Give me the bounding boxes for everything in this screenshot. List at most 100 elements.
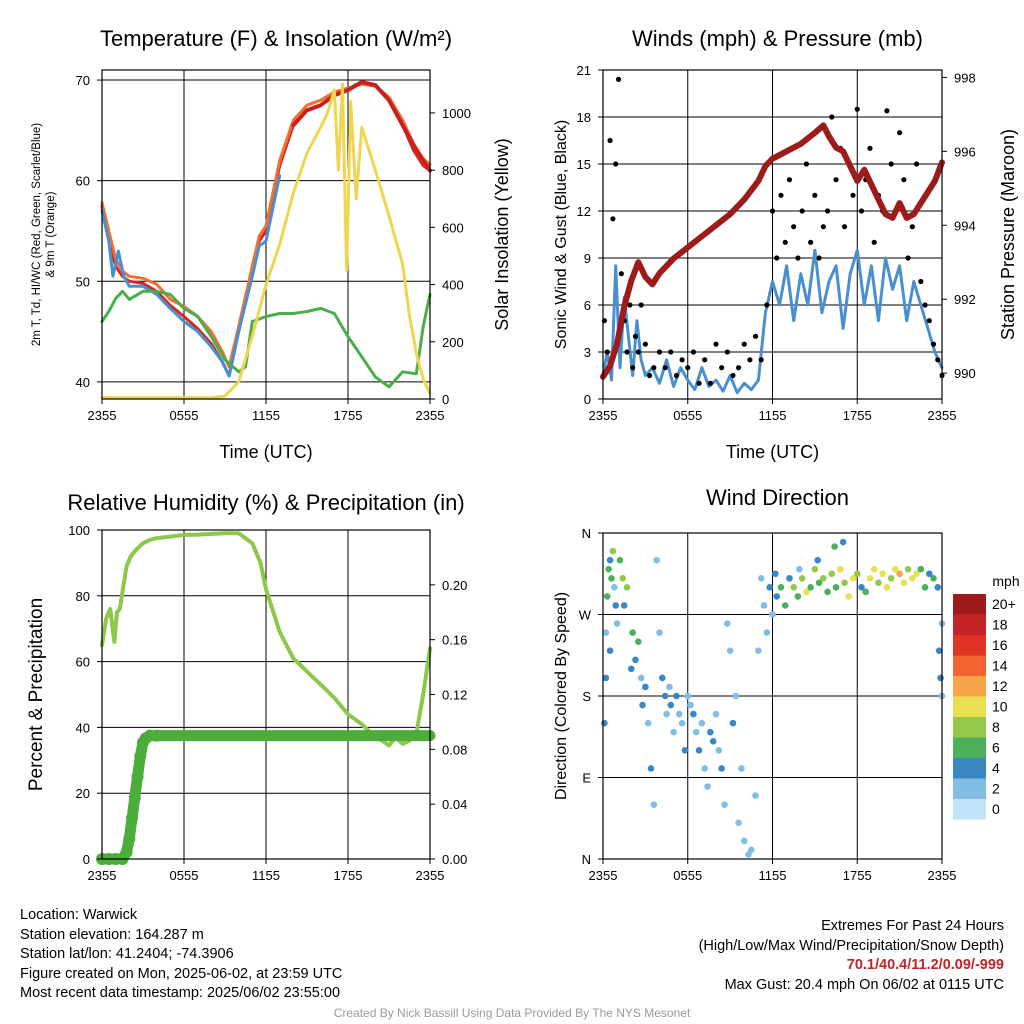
direction-point [824,588,831,596]
gust-point [803,161,810,167]
gust-point [782,239,788,245]
y-tick-label: 15 [577,157,591,172]
rh-line [100,531,432,748]
gust-point [918,278,924,285]
y2-tick-label: 992 [954,292,976,307]
y2-tick-label: 0 [442,392,449,407]
direction-point [757,574,765,582]
gust-point [702,357,708,363]
gust-point [632,333,639,339]
y2-tick-label: 0.12 [442,688,467,703]
direction-point [613,620,621,627]
y-tick-label: N [582,852,591,867]
gust-point [905,255,911,261]
direction-point [766,584,773,591]
y-tick-label: 21 [577,63,591,78]
x-tick-label: 2355 [416,408,445,423]
temp-xlabel: Time (UTC) [219,442,312,462]
direction-point [701,765,708,772]
gust-point [690,349,697,355]
y2-tick-label: 0.08 [442,742,467,757]
direction-point [612,602,620,609]
panel-rh: 2355 0555 1155 1755 23550204060801000.000.04… [68,523,467,883]
y-tick-label: N [582,526,591,541]
gust-point [854,106,860,112]
y2-tick-label: 1000 [442,106,471,121]
gust-point [930,341,937,347]
direction-point [690,710,697,718]
direction-point [803,588,810,596]
direction-point [748,846,755,854]
direction-point [841,579,848,587]
station-latlon: Station lat/lon: 41.2404; -74.3906 [20,946,234,962]
gust-point [610,216,616,222]
gust-point [833,177,839,183]
gust-point [651,365,657,371]
direction-point [721,801,728,808]
y-tick-label: 6 [584,298,591,313]
direction-point [623,584,631,591]
direction-point [892,565,899,573]
direction-point [773,593,781,600]
x-tick-label: 1155 [252,868,280,883]
y-tick-label: 50 [76,274,90,289]
gust-point [736,365,742,371]
direction-point [608,574,615,582]
gust-point [791,224,797,230]
credit-line: Created By Nick Bassill Using Data Provi… [333,1006,691,1020]
y-tick-label: 80 [76,589,90,604]
gust-point [786,177,793,183]
direction-point [729,719,737,727]
x-tick-label: 2355 [416,868,445,883]
direction-point [790,584,797,591]
y-tick-label: W [579,608,592,623]
direction-point [726,647,734,655]
direction-point [769,611,776,618]
extremes-values: 70.1/40.4/11.2/0.09/-999 [846,957,1004,973]
direction-point [602,629,610,636]
direction-point [681,747,689,754]
precip-point [128,791,141,804]
station-location: Location: Warwick [20,907,138,923]
direction-point [709,737,717,745]
direction-point [883,584,891,591]
y-tick-label: 20 [76,786,90,801]
y-tick-label: 40 [76,720,90,735]
direction-point [807,584,814,591]
gust-point [758,357,764,363]
y2-tick-label: 996 [954,144,976,159]
direction-point [900,579,908,587]
x-tick-label: 1155 [759,868,787,883]
gust-point [635,349,641,355]
direction-point [760,602,768,609]
gust-point [618,271,624,277]
colorbar-label: 2 [992,781,1000,797]
rh-title: Relative Humidity (%) & Precipitation (i… [67,490,464,515]
direction-point [832,584,840,591]
temp-y2label: Solar Insolation (Yellow) [492,138,512,330]
colorbar-swatch [953,655,986,676]
gust-point [747,357,753,363]
y2-tick-label: 800 [442,163,464,178]
direction-point [870,565,878,573]
direction-point [620,602,628,609]
x-tick-label: 0555 [170,868,199,883]
direction-point [678,719,686,727]
direction-point [755,647,762,655]
direction-point [839,538,847,546]
direction-point [644,719,652,727]
direction-point [925,570,933,578]
gust-point [774,255,780,261]
temp-title: Temperature (F) & Insolation (W/m²) [100,26,452,51]
gust-point [884,108,890,114]
precip-point [120,846,133,859]
colorbar-swatch [953,614,986,635]
gust-point [850,192,856,198]
direction-point [635,638,642,645]
direction-point [653,556,660,564]
direction-point [887,574,895,582]
direction-point [845,593,853,600]
colorbar-swatch [953,737,986,758]
direction-point [609,547,617,555]
gust-point [901,177,907,183]
